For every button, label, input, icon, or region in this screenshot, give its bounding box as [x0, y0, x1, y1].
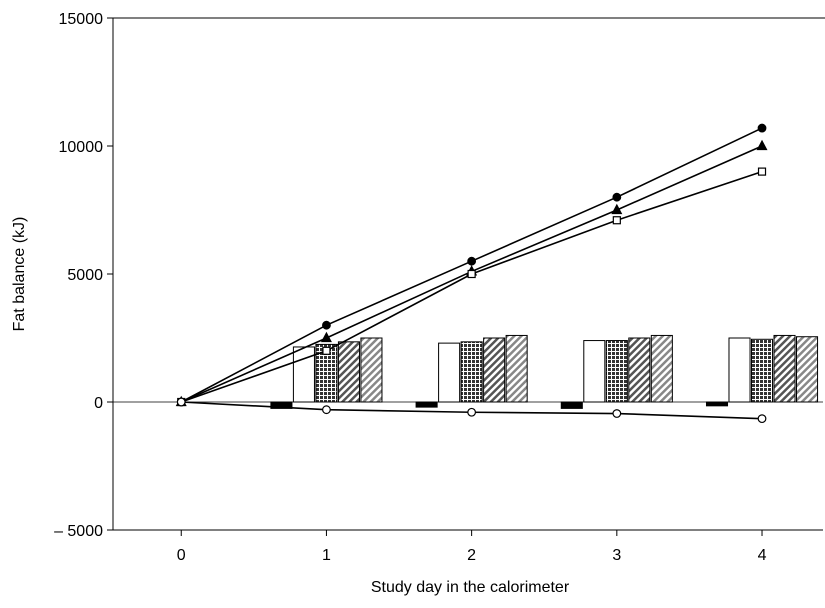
bar [650, 334, 673, 403]
bar [337, 341, 360, 403]
y-tick-label: 10000 [59, 139, 104, 156]
marker [756, 139, 768, 151]
marker [322, 405, 331, 415]
marker [322, 320, 331, 330]
bar [292, 346, 315, 403]
bar [728, 337, 751, 403]
bar [483, 337, 506, 403]
x-tick-label: 4 [758, 547, 767, 564]
marker [467, 256, 477, 266]
x-axis-label: Study day in the calorimeter [371, 579, 570, 596]
marker [612, 409, 622, 418]
bar [415, 401, 438, 408]
marker [757, 123, 767, 133]
y-tick-label: 5000 [67, 267, 103, 284]
bar [438, 342, 461, 403]
bar [796, 336, 819, 403]
bar [773, 334, 796, 403]
marker [322, 346, 331, 355]
marker [757, 414, 767, 424]
bar [750, 338, 774, 403]
x-tick-label: 3 [612, 547, 621, 564]
marker [612, 192, 622, 202]
marker [757, 167, 767, 176]
y-tick-label: 0 [94, 395, 103, 412]
bar [605, 340, 628, 403]
bar [505, 334, 528, 403]
bar [705, 401, 729, 407]
x-tick-label: 0 [177, 547, 186, 564]
y-tick-label: – 5000 [54, 523, 103, 540]
y-axis-label: Fat balance (kJ) [11, 217, 28, 332]
marker [467, 407, 477, 417]
marker [176, 397, 186, 407]
marker [611, 203, 623, 215]
marker [467, 269, 476, 279]
marker [320, 331, 332, 343]
bar [270, 401, 293, 409]
marker [612, 216, 621, 225]
bar [583, 340, 606, 403]
bar [315, 343, 338, 403]
bar [628, 337, 651, 403]
y-tick-label: 15000 [59, 11, 104, 28]
bar [460, 341, 483, 403]
bar [560, 401, 583, 409]
x-tick-label: 2 [467, 547, 476, 564]
bar [360, 337, 383, 403]
x-tick-label: 1 [322, 547, 331, 564]
